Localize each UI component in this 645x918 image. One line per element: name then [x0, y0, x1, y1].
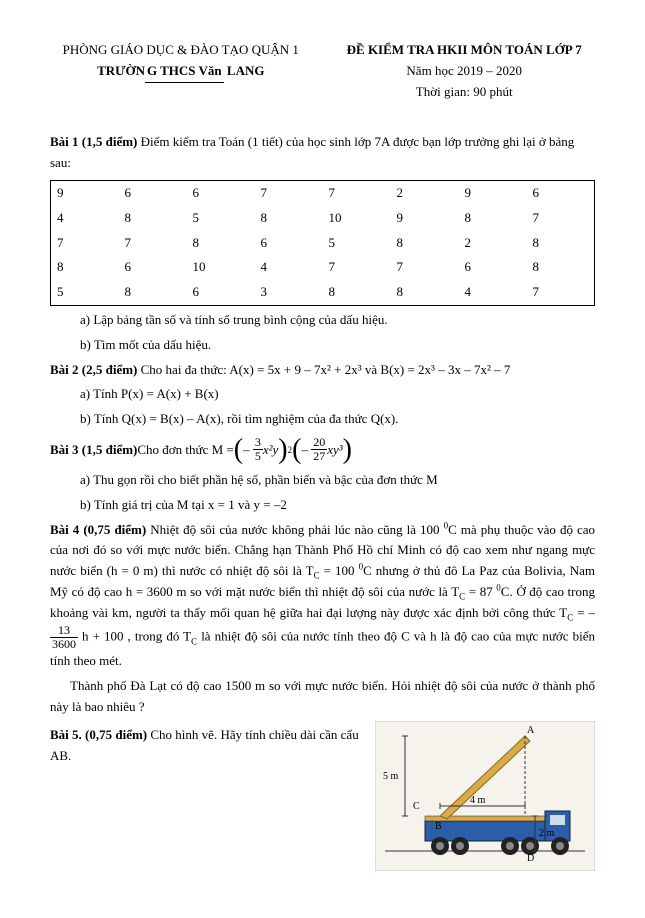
table-cell: 5 [323, 231, 391, 256]
table-cell: 8 [391, 280, 459, 305]
label-B: B [435, 821, 442, 832]
frac2: 20 27 [311, 436, 327, 463]
bai1-table: 9667729648581098777865828861047768586388… [50, 180, 595, 306]
bai2-para: Bài 2 (2,5 điểm) Cho hai đa thức: A(x) =… [50, 360, 595, 381]
table-cell: 4 [51, 206, 119, 231]
table-cell: 6 [255, 231, 323, 256]
table-cell: 5 [51, 280, 119, 305]
bai3-prefix: Cho đơn thức M = [137, 440, 233, 461]
table-cell: 6 [527, 180, 595, 205]
exam-title: ĐỀ KIỂM TRA HKII MÔN TOÁN LỚP 7 [333, 40, 595, 61]
table-cell: 8 [527, 255, 595, 280]
bai3-row: Bài 3 (1,5 điểm) Cho đơn thức M = ( – 3 … [50, 436, 595, 464]
table-cell: 6 [119, 180, 187, 205]
table-cell: 9 [459, 180, 527, 205]
table-cell: 8 [459, 206, 527, 231]
table-cell: 8 [323, 280, 391, 305]
table-cell: 2 [459, 231, 527, 256]
table-cell: 8 [255, 206, 323, 231]
bai2-text: Cho hai đa thức: A(x) = 5x + 9 – 7x² + 2… [137, 362, 510, 377]
table-cell: 4 [255, 255, 323, 280]
bai5-row: Bài 5. (0,75 điểm) Cho hình vẽ. Hãy tính… [50, 721, 595, 878]
bai1-para: Bài 1 (1,5 điểm) Điểm kiểm tra Toán (1 t… [50, 132, 595, 174]
bai5-para: Bài 5. (0,75 điểm) Cho hình vẽ. Hãy tính… [50, 725, 365, 767]
year-line: Năm học 2019 – 2020 [333, 61, 595, 82]
table-cell: 7 [391, 255, 459, 280]
bai4-para: Bài 4 (0,75 điểm) Nhiệt độ sôi của nước … [50, 520, 595, 672]
table-cell: 9 [391, 206, 459, 231]
label-D: D [527, 853, 534, 864]
table-cell: 7 [323, 180, 391, 205]
bai1-a: a) Lập bảng tần số và tính số trung bình… [80, 310, 595, 331]
table-cell: 7 [119, 231, 187, 256]
dept-line: PHÒNG GIÁO DỤC & ĐÀO TẠO QUẬN 1 [50, 40, 312, 61]
table-cell: 10 [323, 206, 391, 231]
crane-figure: A B C D 5 m 4 m 2 m [375, 721, 595, 878]
bai5-text-block: Bài 5. (0,75 điểm) Cho hình vẽ. Hãy tính… [50, 721, 365, 771]
bai4-title: Bài 4 (0,75 điểm) [50, 522, 146, 537]
table-cell: 3 [255, 280, 323, 305]
table-cell: 7 [255, 180, 323, 205]
table-cell: 2 [391, 180, 459, 205]
rparen1: ) [278, 436, 287, 464]
table-cell: 9 [51, 180, 119, 205]
term2: xy³ [327, 440, 342, 461]
fracT: 133600 [50, 624, 78, 651]
table-cell: 6 [187, 180, 255, 205]
header-left: PHÒNG GIÁO DỤC & ĐÀO TẠO QUẬN 1 TRƯỜNG T… [50, 40, 312, 102]
school-name: TRƯỜNG THCS Văn LANG [50, 61, 312, 83]
label-A: A [527, 725, 535, 736]
table-cell: 4 [459, 280, 527, 305]
dim-4m: 4 m [470, 795, 486, 806]
bai4-q: Thành phố Đà Lạt có độ cao 1500 m so với… [50, 676, 595, 718]
table-cell: 5 [187, 206, 255, 231]
bai2-title: Bài 2 (2,5 điểm) [50, 362, 137, 377]
lparen1: ( [234, 436, 243, 464]
label-C: C [413, 801, 420, 812]
bai2-a: a) Tính P(x) = A(x) + B(x) [80, 384, 595, 405]
bai3-a: a) Thu gọn rồi cho biết phần hệ số, phần… [80, 470, 595, 491]
table-cell: 7 [323, 255, 391, 280]
bai2-b: b) Tính Q(x) = B(x) – A(x), rồi tìm nghi… [80, 409, 595, 430]
bai1-b: b) Tìm mốt của dấu hiệu. [80, 335, 595, 356]
table-cell: 7 [527, 206, 595, 231]
table-cell: 8 [51, 255, 119, 280]
table-cell: 6 [459, 255, 527, 280]
table-cell: 8 [187, 231, 255, 256]
table-cell: 7 [51, 231, 119, 256]
bai5-title: Bài 5. (0,75 điểm) [50, 727, 147, 742]
table-cell: 6 [119, 255, 187, 280]
rparen2: ) [343, 436, 352, 464]
table-cell: 10 [187, 255, 255, 280]
frac1: 3 5 [253, 436, 263, 463]
header-right: ĐỀ KIỂM TRA HKII MÔN TOÁN LỚP 7 Năm học … [333, 40, 595, 102]
header: PHÒNG GIÁO DỤC & ĐÀO TẠO QUẬN 1 TRƯỜNG T… [50, 40, 595, 102]
table-cell: 8 [119, 206, 187, 231]
table-cell: 6 [187, 280, 255, 305]
bai1-title: Bài 1 (1,5 điểm) [50, 134, 137, 149]
bai3-title: Bài 3 (1,5 điểm) [50, 440, 137, 461]
term1: x²y [263, 440, 278, 461]
table-cell: 8 [527, 231, 595, 256]
bai3-b: b) Tính giá trị của M tại x = 1 và y = –… [80, 495, 595, 516]
crane-svg: A B C D 5 m 4 m 2 m [375, 721, 595, 871]
table-cell: 8 [119, 280, 187, 305]
dim-5m: 5 m [383, 771, 399, 782]
time-line: Thời gian: 90 phút [333, 82, 595, 103]
table-cell: 7 [527, 280, 595, 305]
table-cell: 8 [391, 231, 459, 256]
